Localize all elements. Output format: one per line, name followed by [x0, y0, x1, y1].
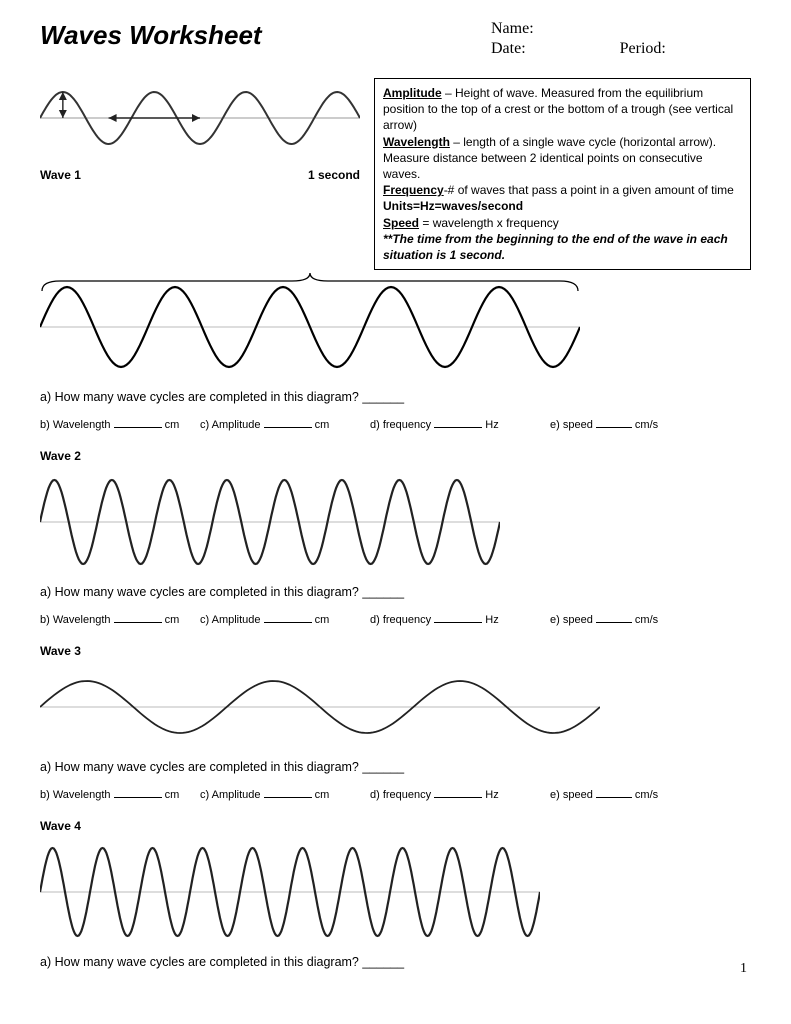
question-a: a) How many wave cycles are completed in…	[40, 955, 751, 969]
demo-wave	[40, 78, 360, 158]
student-info: Name: Date: Period:	[491, 20, 751, 60]
page-title: Waves Worksheet	[40, 20, 491, 51]
wave-2-label: Wave 2	[40, 449, 751, 463]
wave-4-diagram	[40, 837, 751, 947]
frequency-text: -# of waves that pass a point in a given…	[444, 183, 734, 197]
q-speed: e) speed cm/s	[550, 788, 690, 801]
date-label: Date:	[491, 40, 526, 57]
name-label: Name:	[491, 20, 534, 37]
wavelength-term: Wavelength	[383, 135, 450, 149]
q-frequency: d) frequency Hz	[370, 788, 550, 801]
q-wavelength: b) Wavelength cm	[40, 418, 200, 431]
q-speed: e) speed cm/s	[550, 418, 690, 431]
speed-text: = wavelength x frequency	[419, 216, 559, 230]
demo-wave-container: Wave 1 1 second	[40, 78, 360, 270]
question-a: a) How many wave cycles are completed in…	[40, 390, 751, 404]
question-a: a) How many wave cycles are completed in…	[40, 760, 751, 774]
header-row: Waves Worksheet Name: Date: Period:	[40, 20, 751, 60]
q-amplitude: c) Amplitude cm	[200, 418, 370, 431]
timing-note: **The time from the beginning to the end…	[383, 232, 728, 262]
q-speed: e) speed cm/s	[550, 613, 690, 626]
q-frequency: d) frequency Hz	[370, 418, 550, 431]
wave1-header: Wave 1 1 second	[40, 168, 360, 182]
amplitude-term: Amplitude	[383, 86, 442, 100]
wave1-duration: 1 second	[308, 168, 360, 182]
q-amplitude: c) Amplitude cm	[200, 613, 370, 626]
wave1-label: Wave 1	[40, 168, 81, 182]
question-row-bcde: b) Wavelength cm c) Amplitude cm d) freq…	[40, 788, 751, 801]
frequency-term: Frequency	[383, 183, 444, 197]
speed-term: Speed	[383, 216, 419, 230]
wave-4-label: Wave 4	[40, 819, 751, 833]
wave-3-diagram	[40, 662, 751, 752]
waves-container: a) How many wave cycles are completed in…	[40, 272, 751, 969]
q-frequency: d) frequency Hz	[370, 613, 550, 626]
period-label: Period:	[620, 40, 666, 58]
q-wavelength: b) Wavelength cm	[40, 788, 200, 801]
wave-2-diagram	[40, 467, 751, 577]
question-row-bcde: b) Wavelength cm c) Amplitude cm d) freq…	[40, 418, 751, 431]
top-section: Wave 1 1 second Amplitude – Height of wa…	[40, 78, 751, 270]
page-number: 1	[740, 961, 747, 977]
question-row-bcde: b) Wavelength cm c) Amplitude cm d) freq…	[40, 613, 751, 626]
wave-3-label: Wave 3	[40, 644, 751, 658]
q-wavelength: b) Wavelength cm	[40, 613, 200, 626]
wave-1-diagram	[40, 272, 751, 382]
definitions-box: Amplitude – Height of wave. Measured fro…	[374, 78, 751, 270]
frequency-units: Units=Hz=waves/second	[383, 199, 523, 213]
q-amplitude: c) Amplitude cm	[200, 788, 370, 801]
question-a: a) How many wave cycles are completed in…	[40, 585, 751, 599]
